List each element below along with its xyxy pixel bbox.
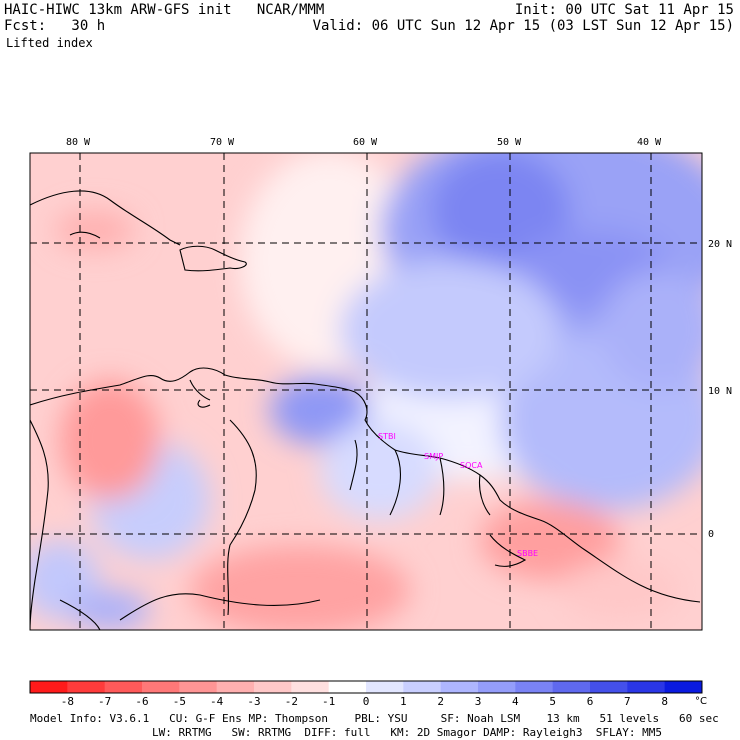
colorbar-swatch: [366, 681, 404, 693]
colorbar-tick-label: -8: [60, 695, 74, 708]
colorbar-tick-label: -3: [247, 695, 261, 708]
colorbar-tick-label: -6: [135, 695, 149, 708]
colorbar-swatch: [216, 681, 255, 693]
init-time: Init: 00 UTC Sat 11 Apr 15: [514, 2, 734, 18]
colorbar-tick-label: 8: [661, 695, 668, 708]
colorbar-swatch: [590, 681, 628, 693]
model-info-line1: Model Info: V3.6.1 CU: G-F Ens MP: Thomp…: [30, 712, 719, 725]
lon-label: 80 W: [66, 137, 91, 148]
colorbar-swatch: [515, 681, 554, 693]
colorbar-swatch: [30, 681, 68, 693]
colorbar-swatch: [403, 681, 442, 693]
colorbar-swatch: [67, 681, 106, 693]
lat-label: 10 N: [708, 386, 732, 397]
colorbar-tick-label: 3: [474, 695, 482, 708]
colorbar-swatch: [104, 681, 143, 693]
station-label: SBBE: [517, 549, 538, 558]
colorbar-swatch: [440, 681, 479, 693]
colorbar-tick-label: 6: [586, 695, 594, 708]
lon-label: 70 W: [210, 137, 235, 148]
lon-label: 50 W: [497, 137, 522, 148]
colorbar-tick-label: 7: [624, 695, 631, 708]
colorbar-unit: °C: [695, 696, 707, 707]
colorbar-frame: [29, 680, 703, 694]
coastlines: [30, 190, 701, 630]
forecast-hour: Fcst: 30 h: [4, 18, 106, 34]
field-name: Lifted index: [6, 36, 93, 50]
colorbar-tick-label: 2: [437, 695, 444, 708]
graticule: [30, 153, 702, 630]
lifted-index-field: STBI SMJP SOCA SBBE: [30, 153, 702, 630]
colorbar-tick-label: 1: [400, 695, 407, 708]
colorbar-swatch: [179, 681, 218, 693]
colorbar-tick-label: -2: [284, 695, 298, 708]
lon-label: 40 W: [637, 137, 662, 148]
map-frame: [29, 152, 703, 631]
colorbar-swatch: [627, 681, 666, 693]
colorbar-tick-label: -4: [210, 695, 224, 708]
colorbar-tick-label: 0: [362, 695, 370, 708]
colorbar-tick-label: 5: [549, 695, 556, 708]
station-label: SOCA: [460, 461, 483, 470]
colorbar-swatch: [478, 681, 516, 693]
colorbar-swatch: [552, 681, 591, 693]
colorbar-tick-label: -7: [98, 695, 112, 708]
lat-label: 20 N: [708, 239, 732, 250]
colorbar-swatch: [142, 681, 180, 693]
model-info-line2: LW: RRTMG SW: RRTMG DIFF: full KM: 2D Sm…: [152, 726, 662, 739]
colorbar-tick-label: -1: [322, 695, 336, 708]
map-title: HAIC-HIWC 13km ARW-GFS init NCAR/MMM: [4, 2, 325, 18]
valid-time: Valid: 06 UTC Sun 12 Apr 15 (03 LST Sun …: [312, 18, 734, 34]
colorbar-swatch: [664, 681, 703, 693]
colorbar-swatch: [254, 681, 292, 693]
lat-label: 0: [708, 529, 714, 540]
lon-label: 60 W: [353, 137, 378, 148]
colorbar: [29, 680, 703, 694]
colorbar-tick-label: -5: [172, 695, 186, 708]
station-label: STBI: [378, 432, 396, 441]
colorbar-tick-label: 4: [512, 695, 519, 708]
colorbar-swatch: [328, 681, 367, 693]
station-label: SMJP: [424, 452, 443, 461]
colorbar-swatch: [291, 681, 330, 693]
